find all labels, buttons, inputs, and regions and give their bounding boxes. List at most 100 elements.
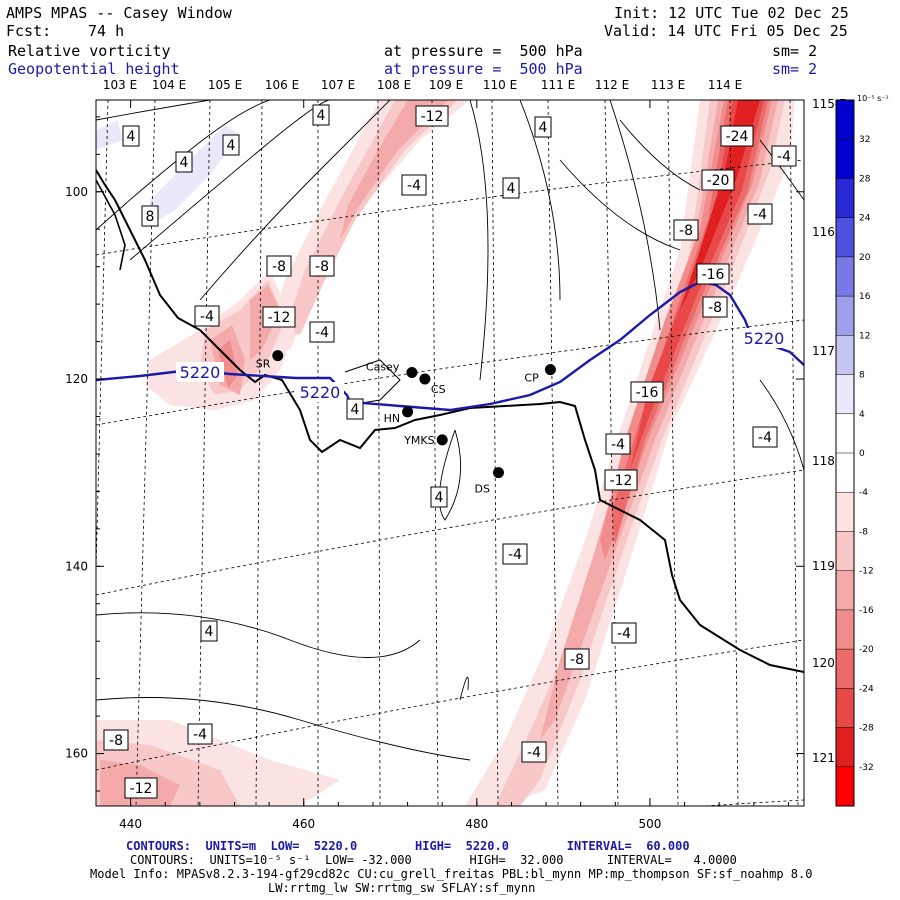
vorticity-label: -4 bbox=[777, 149, 791, 165]
vorticity-label-box bbox=[194, 305, 220, 327]
longitude-label-top: 107 E bbox=[321, 78, 355, 92]
field2-smoothing: sm= 2 bbox=[772, 60, 818, 78]
parallel-1 bbox=[96, 319, 804, 426]
vorticity-label-box bbox=[752, 426, 778, 448]
meridian-11 bbox=[729, 100, 739, 806]
vorticity-label: -4 bbox=[758, 430, 772, 446]
vorticity-label-box bbox=[141, 205, 159, 227]
vorticity-label: -8 bbox=[272, 259, 286, 275]
vorticity-label: -8 bbox=[109, 733, 123, 749]
footer-height-low: LOW= 5220.0 bbox=[270, 839, 358, 853]
colorbar-tick-label: -20 bbox=[859, 645, 874, 655]
footer-model-info: Model Info: MPASv8.2.3-194-gf29cd82c CU:… bbox=[90, 867, 813, 881]
vorticity-label-box bbox=[502, 543, 528, 565]
longitude-label-top: 113 E bbox=[651, 78, 685, 92]
x-tick-label: 460 bbox=[292, 817, 315, 831]
x-tick-label: 480 bbox=[465, 817, 488, 831]
y-tick-label: 140 bbox=[65, 559, 88, 573]
longitude-label-top: 108 E bbox=[377, 78, 411, 92]
vorticity-label: 4 bbox=[180, 155, 189, 171]
station-marker-ds bbox=[492, 467, 504, 479]
colorbar-tick-label: -24 bbox=[859, 684, 874, 694]
vorticity-label-box bbox=[611, 622, 637, 644]
colorbar-tick-label: 0 bbox=[859, 449, 865, 459]
vorticity-label-box bbox=[122, 125, 140, 147]
station-label-ymks: YMKS bbox=[403, 434, 434, 447]
meridian-6 bbox=[431, 100, 439, 806]
vorticity-label-box bbox=[175, 151, 193, 173]
height-label: 5220 bbox=[300, 383, 341, 402]
vorticity-contour-3 bbox=[199, 100, 391, 301]
longitude-label-top: 105 E bbox=[208, 78, 242, 92]
vorticity-label: -12 bbox=[421, 109, 444, 125]
footer-height-name: CONTOURS: bbox=[126, 839, 192, 853]
vorticity-label-box bbox=[266, 255, 292, 277]
coastline-west bbox=[96, 179, 126, 271]
vorticity-label-box bbox=[124, 777, 158, 799]
colorbar-tick-label: -32 bbox=[859, 763, 874, 773]
vorticity-contour-7 bbox=[519, 100, 561, 301]
y-tick-label: 120 bbox=[65, 372, 88, 386]
meridian-9 bbox=[604, 100, 619, 806]
vorticity-label-box bbox=[187, 723, 213, 745]
colorbar-tick-label: 32 bbox=[859, 135, 870, 145]
vorticity-contour-5 bbox=[96, 697, 471, 761]
longitude-label-top: 111 E bbox=[541, 78, 575, 92]
colorbar-swatch bbox=[836, 139, 854, 179]
colorbar-tick-label: -16 bbox=[859, 606, 874, 616]
colorbar-swatch bbox=[836, 374, 854, 415]
footer-height-high: HIGH= 5220.0 bbox=[415, 839, 509, 853]
colorbar-tick-label: -28 bbox=[859, 724, 874, 734]
colorbar-swatch bbox=[836, 256, 854, 297]
vorticity-label-box bbox=[312, 104, 330, 126]
meridian-8 bbox=[547, 100, 559, 806]
height-label: 5220 bbox=[744, 329, 785, 348]
latlon-grid bbox=[96, 100, 804, 806]
footer-height-contours: CONTOURS: UNITS=m LOW= 5220.0 HIGH= 5220… bbox=[126, 840, 690, 853]
vorticity-label: -4 bbox=[753, 207, 767, 223]
vorticity-label: -4 bbox=[508, 547, 522, 563]
vorticity-contour-4 bbox=[96, 612, 421, 658]
footer-model-info-2: LW:rrtmg_lw SW:rrtmg_sw SFLAY:sf_mynn bbox=[268, 881, 536, 895]
init-time: Init: 12 UTC Tue 02 Dec 25 bbox=[614, 4, 849, 22]
colorbar-swatch bbox=[836, 570, 854, 611]
x-tick-label: 500 bbox=[638, 817, 661, 831]
vorticity-label-box bbox=[200, 620, 218, 642]
forecast-label: Fcst: bbox=[6, 22, 52, 40]
station-label-cs: CS bbox=[431, 383, 446, 396]
vorticity-label-box bbox=[720, 125, 754, 147]
vorticity-label: 4 bbox=[351, 402, 360, 418]
vorticity-label: -8 bbox=[570, 652, 584, 668]
height-contour-5220 bbox=[96, 280, 804, 412]
vorticity-label: -20 bbox=[707, 173, 730, 189]
vorticity-contour-6 bbox=[469, 100, 489, 381]
colorbar-tick-label: 28 bbox=[859, 174, 871, 184]
field2-name: Geopotential height bbox=[8, 60, 180, 78]
vorticity-label-box bbox=[605, 433, 631, 455]
vorticity-shading-positive bbox=[150, 125, 240, 225]
colorbar-swatch bbox=[836, 492, 854, 532]
colorbar-swatch bbox=[836, 413, 854, 454]
colorbar-tick-label: 12 bbox=[859, 331, 870, 341]
vorticity-label-box bbox=[747, 203, 773, 225]
height-label-bg bbox=[740, 328, 788, 348]
longitude-label-top: 104 E bbox=[152, 78, 186, 92]
vorticity-label-box bbox=[534, 116, 552, 138]
vorticity-label: -4 bbox=[193, 727, 207, 743]
coastline bbox=[96, 169, 804, 673]
vorticity-contour-13 bbox=[759, 139, 804, 201]
station-label-casey: Casey bbox=[366, 360, 400, 373]
meridian-3 bbox=[255, 100, 263, 806]
height-label: 5220 bbox=[180, 363, 221, 382]
vorticity-label-box bbox=[701, 169, 735, 191]
vorticity-label-box bbox=[415, 105, 449, 127]
station-marker-cs bbox=[419, 373, 431, 385]
vorticity-label-box bbox=[630, 381, 664, 403]
vorticity-label: -4 bbox=[200, 309, 214, 325]
meridian-12 bbox=[789, 100, 799, 806]
vorticity-label-box bbox=[564, 648, 590, 670]
station-marker-sr bbox=[272, 350, 284, 362]
vorticity-label: 4 bbox=[227, 138, 236, 154]
colorbar-unit: 10⁻⁵ s⁻¹ bbox=[857, 94, 889, 103]
